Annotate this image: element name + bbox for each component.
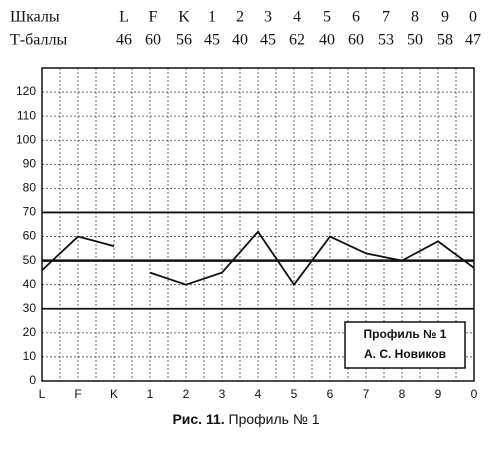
header-value: 58 (437, 32, 453, 49)
profile-line (41, 235, 115, 271)
header-category: 8 (411, 9, 419, 26)
y-tick-label: 30 (23, 301, 37, 315)
x-tick-label: 6 (327, 387, 334, 401)
header-category: 2 (236, 9, 244, 26)
legend-box (344, 321, 466, 369)
header-value: 47 (465, 32, 481, 49)
x-tick-label: 2 (183, 387, 190, 401)
x-tick-label: 7 (363, 387, 370, 401)
y-tick-label: 20 (23, 325, 37, 339)
y-tick-label: 60 (23, 229, 37, 243)
x-tick-label: 3 (219, 387, 226, 401)
plot-frame (41, 67, 475, 382)
x-tick-label: 4 (255, 387, 262, 401)
y-tick-label: 80 (23, 181, 37, 195)
x-tick-label: 1 (147, 387, 154, 401)
row-label: Т-баллы (10, 32, 67, 49)
header-category: 0 (469, 9, 477, 26)
header-value: 46 (116, 32, 132, 49)
y-tick-label: 10 (23, 349, 37, 363)
y-tick-label: 100 (16, 132, 36, 146)
header-category: L (119, 9, 129, 26)
header-category: 7 (382, 9, 390, 26)
x-tick-label: 9 (435, 387, 442, 401)
y-tick-label: 70 (23, 205, 37, 219)
header-category: 4 (293, 9, 301, 26)
x-tick-label: 0 (471, 387, 478, 401)
header-category: 1 (208, 9, 216, 26)
y-tick-label: 110 (17, 108, 36, 122)
header-value: 50 (407, 32, 423, 49)
y-tick-label: 90 (23, 156, 37, 170)
header-category: 5 (323, 9, 331, 26)
header-value: 40 (232, 32, 248, 49)
profile-line (149, 230, 475, 287)
caption-text: Профиль № 1 (229, 411, 320, 427)
header-category: F (149, 9, 158, 26)
header-value: 40 (319, 32, 335, 49)
header-category: 3 (264, 9, 272, 26)
header-value: 53 (378, 32, 394, 49)
y-tick-label: 120 (16, 84, 36, 98)
legend-author: А. С. Новиков (364, 347, 446, 361)
header-category: 6 (352, 9, 360, 26)
header-value: 60 (348, 32, 364, 49)
legend-title: Профиль № 1 (364, 327, 447, 341)
header-value: 56 (176, 32, 192, 49)
header-value: 60 (145, 32, 161, 49)
caption: Рис. 11. Профиль № 1 (172, 411, 319, 427)
x-tick-label: F (74, 387, 81, 401)
y-tick-label: 40 (23, 277, 37, 291)
y-tick-label: 0 (29, 373, 36, 387)
header-value: 45 (204, 32, 220, 49)
y-tick-label: 50 (23, 253, 37, 267)
x-tick-label: 5 (291, 387, 298, 401)
header-category: K (178, 9, 190, 26)
row-label: Шкалы (10, 9, 60, 26)
header-value: 62 (289, 32, 305, 49)
caption-label: Рис. 11. (172, 411, 224, 427)
header-category: 9 (441, 9, 449, 26)
x-tick-label: 8 (399, 387, 406, 401)
header-value: 45 (260, 32, 276, 49)
x-tick-label: K (110, 387, 118, 401)
x-tick-label: L (39, 387, 46, 401)
